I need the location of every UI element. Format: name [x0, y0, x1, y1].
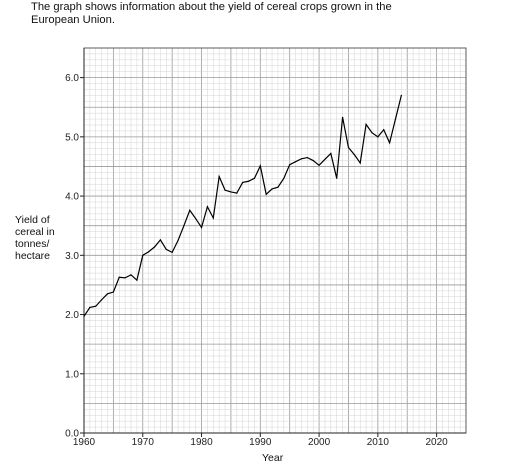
y-axis-label-line: hectare [15, 250, 51, 262]
data-point [206, 206, 209, 208]
y-tick-label: 0.0 [65, 429, 79, 440]
data-point [106, 293, 109, 295]
plot-frame [83, 47, 467, 434]
data-point [353, 154, 355, 156]
x-tick-label: 2020 [425, 437, 448, 448]
data-point [136, 279, 138, 281]
y-axis-label-line: cereal in [15, 226, 55, 238]
x-tick-label: 2010 [367, 437, 390, 448]
data-point [83, 315, 85, 317]
data-point [394, 118, 397, 120]
data-point [400, 94, 402, 96]
y-axis-label-line: Yield of [15, 214, 50, 226]
chart-series [83, 94, 402, 317]
data-point [189, 209, 191, 211]
data-point [159, 239, 161, 241]
data-point [177, 239, 179, 242]
axis-ticks: 0.0 1.0 2.0 3.0 4.0 5.0 6.0 1960 1970 1980 1990 200… [65, 48, 466, 448]
data-point [212, 217, 214, 219]
data-point [271, 188, 273, 190]
data-point [142, 254, 144, 256]
x-tick-label: 2000 [308, 437, 331, 448]
data-point [247, 180, 250, 182]
data-point [89, 306, 91, 309]
data-point [265, 193, 267, 195]
intro-line-2: European Union. [31, 14, 115, 26]
data-point [101, 299, 103, 301]
data-point [377, 136, 379, 138]
data-point [218, 175, 220, 178]
data-point [95, 305, 97, 307]
x-tick-label: 1980 [190, 437, 213, 448]
chart-grid [83, 47, 467, 434]
data-point [253, 177, 256, 179]
data-point [283, 177, 285, 179]
data-point [230, 191, 232, 193]
data-point [289, 164, 291, 166]
data-point [312, 159, 314, 162]
data-point [371, 132, 373, 134]
question-intro: The graph shows information about the yi… [31, 1, 431, 27]
y-tick-label: 1.0 [65, 369, 79, 380]
x-axis-label: Year [262, 452, 284, 464]
data-point [277, 186, 279, 188]
data-point [242, 181, 244, 184]
data-point [118, 276, 120, 278]
data-point [365, 123, 367, 126]
data-point [389, 142, 391, 144]
data-point [124, 277, 126, 279]
data-point [306, 156, 308, 159]
data-point [130, 274, 132, 276]
data-point [259, 165, 261, 167]
x-tick-label: 1970 [132, 437, 155, 448]
data-point [183, 225, 185, 227]
data-point [359, 162, 361, 164]
data-point [200, 226, 203, 229]
data-point [112, 291, 114, 293]
x-tick-label: 1990 [249, 437, 272, 448]
y-tick-label: 2.0 [65, 310, 79, 321]
data-point [300, 158, 303, 160]
data-point [318, 164, 320, 166]
data-point [165, 248, 167, 250]
data-point [195, 217, 197, 220]
data-point [294, 161, 297, 163]
data-point [324, 158, 326, 160]
data-point [171, 251, 173, 253]
data-point [341, 116, 344, 118]
y-tick-label: 6.0 [65, 73, 79, 84]
y-axis-label-line: tonnes/ [15, 238, 50, 250]
data-point [347, 146, 350, 149]
y-tick-label: 4.0 [65, 192, 79, 203]
data-point [383, 129, 385, 131]
data-point [148, 251, 150, 253]
data-point [224, 189, 226, 191]
y-tick-label: 5.0 [65, 132, 79, 143]
data-point [153, 246, 156, 248]
x-tick-label: 1960 [73, 437, 96, 448]
y-axis-label: Yield of cereal in tonnes/ hectare [15, 214, 65, 262]
data-point [336, 177, 338, 179]
y-tick-label: 3.0 [65, 251, 79, 262]
data-point [236, 192, 238, 194]
data-point [330, 152, 332, 155]
intro-line-1: The graph shows information about the yi… [31, 1, 392, 13]
